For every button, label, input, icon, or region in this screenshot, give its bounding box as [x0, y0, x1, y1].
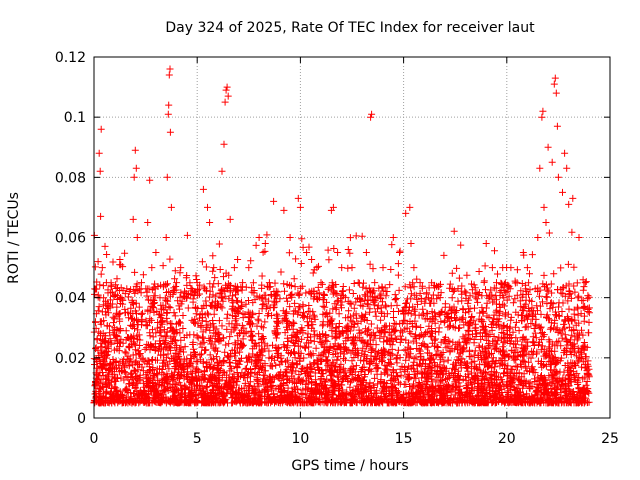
y-tick-label: 0.02 — [55, 351, 86, 367]
data-points — [90, 65, 593, 407]
y-tick-label: 0.04 — [55, 291, 86, 307]
x-tick-label: 0 — [90, 431, 99, 447]
x-tick-label: 5 — [193, 431, 202, 447]
chart-title: Day 324 of 2025, Rate Of TEC Index for r… — [165, 20, 535, 36]
x-tick-label: 20 — [498, 431, 516, 447]
x-axis-ticks: 0 5 10 15 20 25 — [90, 57, 619, 447]
y-tick-label: 0 — [77, 411, 86, 427]
scatter-markers — [90, 65, 593, 407]
x-tick-label: 10 — [291, 431, 309, 447]
y-tick-label: 0.12 — [55, 50, 86, 66]
y-tick-label: 0.08 — [55, 170, 86, 186]
y-tick-label: 0.06 — [55, 231, 86, 247]
y-tick-label: 0.1 — [64, 110, 86, 126]
x-tick-label: 15 — [395, 431, 413, 447]
x-tick-label: 25 — [601, 431, 619, 447]
y-axis-label: ROTI / TECUs — [6, 192, 22, 284]
x-axis-label: GPS time / hours — [291, 458, 408, 474]
y-axis-ticks: 0 0.02 0.04 0.06 0.08 0.1 0.12 — [55, 50, 610, 427]
